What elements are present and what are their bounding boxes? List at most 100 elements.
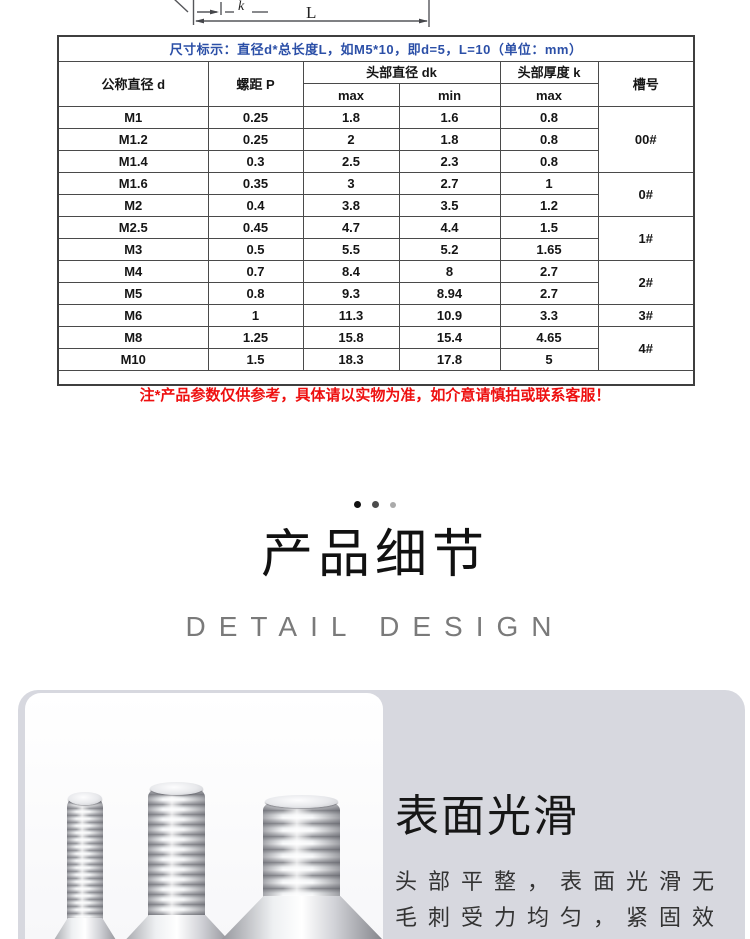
spec-row: M1 0.25 1.8 1.6 0.8 00# <box>57 106 695 173</box>
spec-cell: 4.4 <box>398 216 501 239</box>
spec-cell: M4 <box>57 260 209 283</box>
col-header-head-diameter: 头部直径 dk <box>302 61 501 84</box>
header-row-1: 公称直径 d 螺距 P 头部直径 dk 头部厚度 k 槽号 <box>57 61 695 107</box>
spec-cell: M10 <box>57 348 209 371</box>
spec-cell: 0.8 <box>499 106 599 129</box>
slot-cell: 00# <box>597 106 695 173</box>
spec-cell: 1 <box>207 304 304 327</box>
spec-cell: 4.65 <box>499 326 599 349</box>
detail-title: 表面光滑 <box>395 792 579 841</box>
spec-cell: 1 <box>499 172 599 195</box>
spec-cell: M1.6 <box>57 172 209 195</box>
dot-icon <box>390 501 396 508</box>
spec-cell: 3.3 <box>499 304 599 327</box>
dimension-drawing: k L <box>174 0 430 27</box>
spec-row: M2.5 0.45 4.7 4.4 1.5 1# <box>57 216 695 261</box>
section-subtitle: DETAIL DESIGN <box>185 611 565 642</box>
slot-cell: 4# <box>597 326 695 371</box>
detail-body: 头部平整，表面光滑无 毛刺受力均匀，紧固效 <box>395 864 745 936</box>
spec-cell: 2.7 <box>499 282 599 305</box>
spec-cell: 15.4 <box>398 326 501 349</box>
spec-cell: 3.5 <box>398 194 501 217</box>
spec-row: M5 0.8 9.3 8.94 2.7 <box>57 282 694 305</box>
product-photo <box>25 693 383 939</box>
spec-cell: 0.35 <box>207 172 304 195</box>
spec-cell: 2.3 <box>398 150 501 173</box>
spec-cell: 8.4 <box>302 260 400 283</box>
spec-cell: 1.5 <box>499 216 599 239</box>
spec-row: M10 1.5 18.3 17.8 5 <box>57 348 694 371</box>
spec-cell: 15.8 <box>302 326 400 349</box>
section-divider-dots <box>0 501 750 508</box>
spec-cell: M2.5 <box>57 216 209 239</box>
spec-table-body: M1 0.25 1.8 1.6 0.8 00# M1.2 0.25 2 1.8 0.8 M1.4 0.3… <box>57 106 695 371</box>
spec-cell: M1 <box>57 106 209 129</box>
spec-cell: 1.2 <box>499 194 599 217</box>
detail-body-line: 毛刺受力均匀，紧固效 <box>395 905 726 930</box>
parameter-notice: 注*产品参数仅供参考，具体请以实物为准，如介意请慎拍或联系客服！ <box>139 387 611 404</box>
spec-cell: 0.45 <box>207 216 304 239</box>
spec-cell: M1.2 <box>57 128 209 151</box>
spec-cell: 0.8 <box>207 282 304 305</box>
spec-cell: 0.25 <box>207 128 304 151</box>
spec-cell: 0.8 <box>499 128 599 151</box>
spec-cell: 4.7 <box>302 216 400 239</box>
spec-cell: 1.65 <box>499 238 599 261</box>
size-note-row: 尺寸标示：直径d*总长度L，如M5*10，即d=5，L=10（单位：mm） <box>57 35 695 62</box>
spec-cell: 1.5 <box>207 348 304 371</box>
spec-row: M8 1.25 15.8 15.4 4.65 4# <box>57 326 695 371</box>
spec-cell: M6 <box>57 304 209 327</box>
spec-cell: 0.7 <box>207 260 304 283</box>
col-header-pitch: 螺距 P <box>207 61 304 107</box>
spec-row: M4 0.7 8.4 8 2.7 2# <box>57 260 695 305</box>
col-header-diameter: 公称直径 d <box>57 61 209 107</box>
spec-row: M3 0.5 5.5 5.2 1.65 <box>57 238 694 261</box>
spec-cell: 1.25 <box>207 326 304 349</box>
col-header-dk-min: min <box>398 83 501 107</box>
spec-cell: 5 <box>499 348 599 371</box>
spec-cell: M2 <box>57 194 209 217</box>
spec-row: M1.6 0.35 3 2.7 1 0# <box>57 172 695 217</box>
spec-cell: 3.8 <box>302 194 400 217</box>
slot-cell: 1# <box>597 216 695 261</box>
spec-cell: M8 <box>57 326 209 349</box>
spec-cell: 2.7 <box>499 260 599 283</box>
slot-cell: 3# <box>597 304 695 327</box>
spec-cell: 1.8 <box>302 106 400 129</box>
spec-row: M6 1 11.3 10.9 3.3 3# <box>57 304 695 327</box>
spec-cell: 10.9 <box>398 304 501 327</box>
slot-cell: 2# <box>597 260 695 305</box>
spec-cell: 8.94 <box>398 282 501 305</box>
spec-cell: M3 <box>57 238 209 261</box>
spec-cell: 9.3 <box>302 282 400 305</box>
empty-cell <box>57 370 695 386</box>
spec-cell: 2.7 <box>398 172 501 195</box>
spec-cell: M5 <box>57 282 209 305</box>
detail-body-line: 头部平整，表面光滑无 <box>395 869 726 894</box>
dot-icon <box>372 501 379 508</box>
dot-icon <box>354 501 361 508</box>
spec-cell: 0.8 <box>499 150 599 173</box>
head-cone-edge-line <box>174 0 189 13</box>
spec-cell: 18.3 <box>302 348 400 371</box>
spec-cell: 2 <box>302 128 400 151</box>
arrowheads <box>195 9 428 24</box>
col-header-k-max: max <box>499 83 599 107</box>
spec-cell: 0.3 <box>207 150 304 173</box>
spec-cell: M1.4 <box>57 150 209 173</box>
spec-cell: 11.3 <box>302 304 400 327</box>
spec-cell: 0.25 <box>207 106 304 129</box>
col-header-slot: 槽号 <box>597 61 695 107</box>
spec-table: 尺寸标示：直径d*总长度L，如M5*10，即d=5，L=10（单位：mm） 公称… <box>57 35 696 386</box>
slot-cell: 0# <box>597 172 695 217</box>
size-note: 尺寸标示：直径d*总长度L，如M5*10，即d=5，L=10（单位：mm） <box>57 35 695 62</box>
spec-cell: 3 <box>302 172 400 195</box>
spec-cell: 5.2 <box>398 238 501 261</box>
empty-bottom-row <box>57 370 695 386</box>
k-dimension-label: k <box>238 0 245 14</box>
col-header-head-thickness: 头部厚度 k <box>499 61 599 84</box>
spec-cell: 1.6 <box>398 106 501 129</box>
spec-cell: 0.5 <box>207 238 304 261</box>
col-header-dk-max: max <box>302 83 400 107</box>
section-title: 产品细节 <box>260 526 489 584</box>
